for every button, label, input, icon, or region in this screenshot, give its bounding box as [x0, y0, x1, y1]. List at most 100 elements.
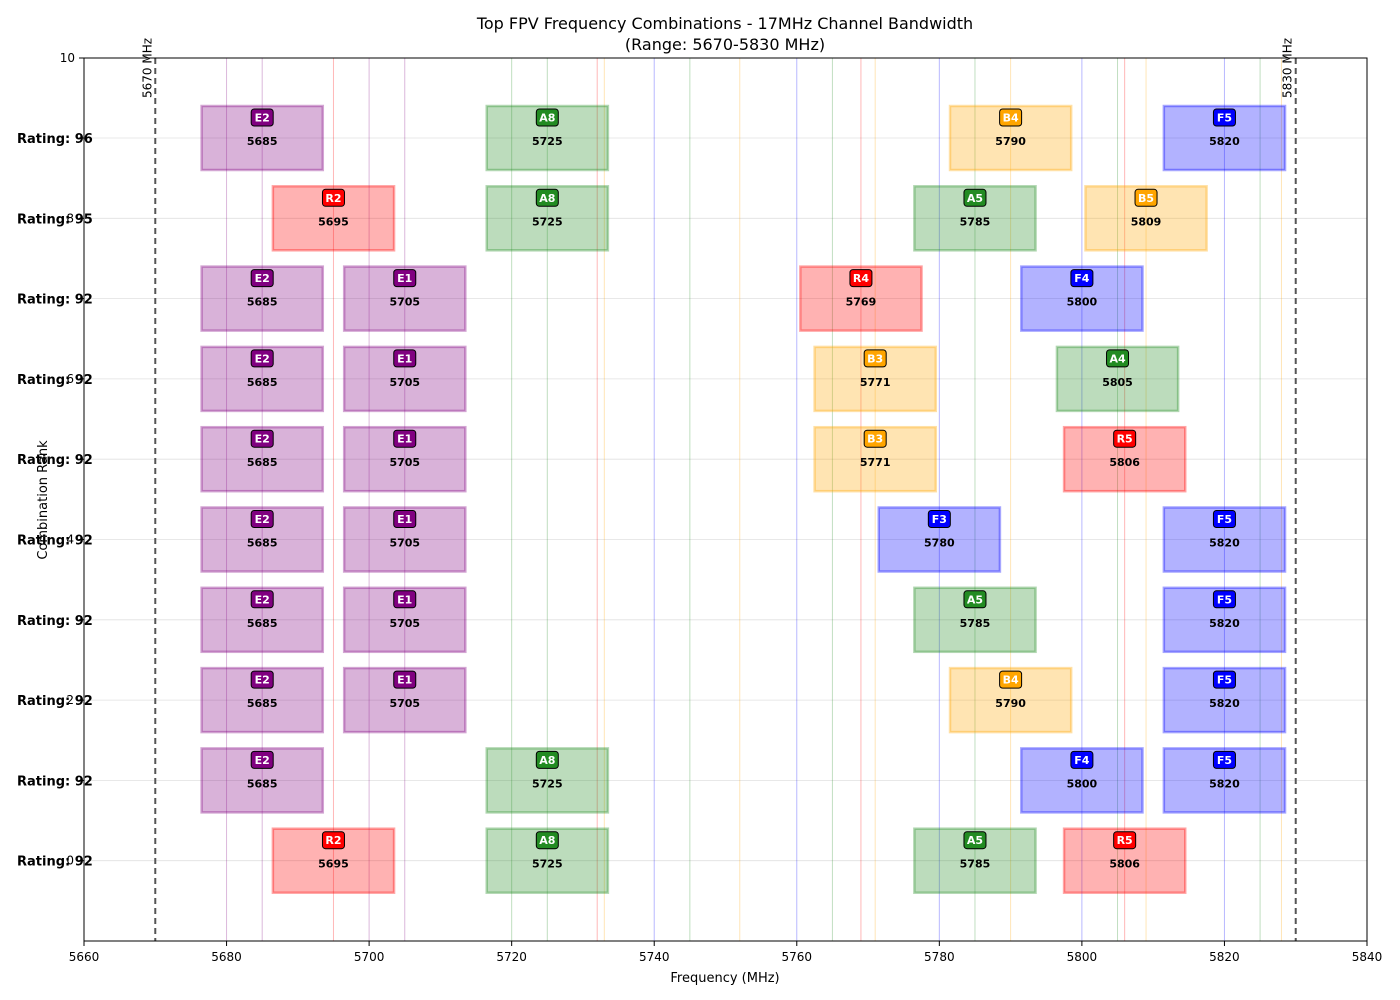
channel-code-label: R5 [1117, 433, 1133, 446]
channel-frequency-label: 5790 [995, 135, 1026, 148]
channel-code-label: E2 [255, 352, 270, 365]
channel-code-label: E1 [397, 593, 412, 606]
channel-code-badge [1070, 750, 1094, 769]
channel-code-badge [999, 670, 1023, 689]
boundary-label: 5670 MHz [140, 38, 154, 98]
channel-code-badge [1106, 349, 1130, 368]
rating-label: Rating: 92 [17, 614, 93, 629]
channel-frequency-label: 5725 [532, 135, 563, 148]
channel-code-label: E2 [255, 112, 270, 125]
channel-code-badge [535, 831, 559, 850]
channel-frequency-label: 5785 [960, 858, 991, 871]
channel-code-badge [250, 429, 274, 448]
y-tick-label: 10 [60, 51, 75, 65]
channel-frequency-label: 5780 [924, 537, 955, 550]
channel-code-label: A8 [539, 192, 555, 205]
channel-code-badge [863, 349, 887, 368]
x-axis-label: Frequency (MHz) [670, 971, 779, 986]
channel-code-badge [393, 590, 417, 609]
channel-code-badge [250, 108, 274, 127]
channel-code-label: A5 [967, 192, 983, 205]
channel-code-badge [1134, 188, 1158, 207]
channel-frequency-label: 5685 [247, 376, 278, 389]
channel-code-label: A5 [967, 593, 983, 606]
reference-lines [226, 58, 1282, 941]
channel-code-badge [535, 750, 559, 769]
channel-frequency-label: 5771 [860, 456, 891, 469]
x-tick-label: 5780 [924, 950, 955, 964]
channel-code-badge [1113, 429, 1137, 448]
y-tick-label: 8 [66, 211, 74, 225]
channel-code-label: F5 [1217, 513, 1232, 526]
x-tick-label: 5840 [1352, 950, 1383, 964]
channel-frequency-label: 5790 [995, 697, 1026, 710]
channel-frequency-label: 5769 [846, 296, 877, 309]
channel-code-badge [963, 590, 987, 609]
channel-code-badge [250, 510, 274, 528]
channel-code-badge [250, 269, 274, 288]
channel-code-label: B5 [1138, 192, 1154, 205]
channel-frequency-label: 5725 [532, 777, 563, 790]
channel-code-badge [393, 349, 417, 368]
x-tick-label: 5660 [69, 950, 100, 964]
channel-bar [813, 345, 938, 413]
channel-frequency-label: 5820 [1209, 537, 1240, 550]
channel-code-label: E1 [397, 433, 412, 446]
channel-bars: E2 5685 A8 5725 B4 5790 F5 5820 R2 5695 A8 5725 A5 57… [200, 104, 1287, 894]
channel-frequency-label: 5725 [532, 215, 563, 228]
channel-code-label: R2 [325, 192, 341, 205]
channel-frequency-label: 5785 [960, 215, 991, 228]
channel-code-badge [1212, 590, 1236, 609]
channel-frequency-label: 5820 [1209, 777, 1240, 790]
channel-code-label: E1 [397, 513, 412, 526]
channel-frequency-label: 5705 [389, 617, 420, 630]
channel-code-label: R4 [853, 272, 869, 285]
channel-code-badge [535, 108, 559, 127]
channel-code-label: E2 [255, 674, 270, 687]
channel-code-label: A8 [539, 834, 555, 847]
channel-frequency-label: 5685 [247, 697, 278, 710]
channel-frequency-label: 5705 [389, 456, 420, 469]
channel-code-label: A4 [1109, 352, 1126, 365]
y-axis-ticks: 10 8 6 4 2 0 Rating: 96 Rating: 95 Rating: 92 Rat… [17, 51, 93, 870]
x-tick-label: 5760 [782, 950, 813, 964]
channel-code-label: F5 [1217, 112, 1232, 125]
channel-code-label: E2 [255, 513, 270, 526]
channel-code-badge [999, 108, 1023, 127]
rating-label: Rating: 92 [17, 855, 93, 870]
channel-frequency-label: 5685 [247, 296, 278, 309]
channel-frequency-label: 5771 [860, 376, 891, 389]
channel-code-badge [393, 269, 417, 288]
channel-code-badge [963, 188, 987, 207]
rating-label: Rating: 92 [17, 373, 93, 388]
channel-code-label: A8 [539, 112, 555, 125]
channel-code-badge [393, 510, 417, 528]
channel-code-label: E2 [255, 433, 270, 446]
channel-code-label: F5 [1217, 754, 1232, 767]
channel-frequency-label: 5805 [1102, 376, 1133, 389]
channel-frequency-label: 5725 [532, 858, 563, 871]
plot-frame [83, 57, 1368, 942]
channel-code-label: F4 [1074, 272, 1090, 285]
chart-title: Top FPV Frequency Combinations - 17MHz C… [476, 14, 973, 33]
channel-code-label: E2 [255, 272, 270, 285]
channel-code-label: B3 [867, 433, 883, 446]
channel-code-badge [1212, 670, 1236, 689]
channel-code-badge [250, 590, 274, 609]
y-axis-label: Combination Rank [36, 440, 51, 560]
channel-frequency-label: 5820 [1209, 135, 1240, 148]
channel-frequency-label: 5695 [318, 215, 349, 228]
channel-code-badge [393, 670, 417, 689]
channel-code-label: E2 [255, 754, 270, 767]
channel-code-label: F3 [932, 513, 947, 526]
channel-code-badge [393, 429, 417, 448]
channel-code-label: F5 [1217, 674, 1232, 687]
x-tick-label: 5700 [354, 950, 385, 964]
channel-frequency-label: 5685 [247, 135, 278, 148]
x-tick-label: 5800 [1067, 950, 1098, 964]
chart-subtitle: (Range: 5670-5830 MHz) [625, 35, 825, 54]
channel-code-label: B4 [1003, 112, 1019, 125]
channel-frequency-label: 5685 [247, 456, 278, 469]
channel-frequency-label: 5705 [389, 697, 420, 710]
channel-frequency-label: 5820 [1209, 617, 1240, 630]
